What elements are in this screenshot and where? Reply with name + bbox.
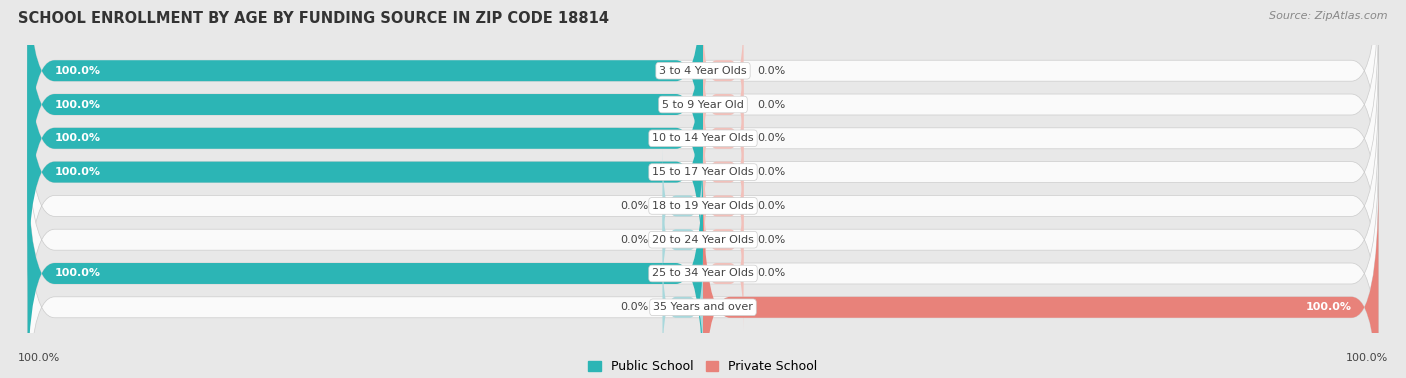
FancyBboxPatch shape [28, 149, 1378, 378]
FancyBboxPatch shape [662, 250, 703, 364]
Text: Source: ZipAtlas.com: Source: ZipAtlas.com [1270, 11, 1388, 21]
Text: 100.0%: 100.0% [55, 66, 101, 76]
Text: 15 to 17 Year Olds: 15 to 17 Year Olds [652, 167, 754, 177]
Text: 100.0%: 100.0% [18, 353, 60, 363]
FancyBboxPatch shape [662, 149, 703, 263]
FancyBboxPatch shape [28, 14, 1378, 263]
Text: 10 to 14 Year Olds: 10 to 14 Year Olds [652, 133, 754, 143]
Text: 100.0%: 100.0% [55, 167, 101, 177]
Legend: Public School, Private School: Public School, Private School [583, 355, 823, 378]
FancyBboxPatch shape [703, 183, 1378, 378]
FancyBboxPatch shape [703, 47, 744, 162]
FancyBboxPatch shape [28, 14, 703, 263]
Text: 25 to 34 Year Olds: 25 to 34 Year Olds [652, 268, 754, 279]
Text: 35 Years and over: 35 Years and over [652, 302, 754, 312]
Text: 0.0%: 0.0% [756, 235, 786, 245]
Text: 100.0%: 100.0% [55, 268, 101, 279]
FancyBboxPatch shape [28, 0, 1378, 195]
FancyBboxPatch shape [703, 81, 744, 195]
Text: 0.0%: 0.0% [620, 235, 650, 245]
Text: 100.0%: 100.0% [1305, 302, 1351, 312]
FancyBboxPatch shape [703, 115, 744, 229]
FancyBboxPatch shape [28, 81, 1378, 331]
Text: 0.0%: 0.0% [756, 66, 786, 76]
Text: 100.0%: 100.0% [55, 133, 101, 143]
FancyBboxPatch shape [28, 47, 703, 297]
FancyBboxPatch shape [28, 149, 703, 378]
Text: 0.0%: 0.0% [756, 167, 786, 177]
FancyBboxPatch shape [28, 47, 1378, 297]
Text: 100.0%: 100.0% [55, 99, 101, 110]
Text: 5 to 9 Year Old: 5 to 9 Year Old [662, 99, 744, 110]
FancyBboxPatch shape [703, 149, 744, 263]
Text: 3 to 4 Year Olds: 3 to 4 Year Olds [659, 66, 747, 76]
FancyBboxPatch shape [703, 183, 744, 297]
Text: 0.0%: 0.0% [756, 201, 786, 211]
FancyBboxPatch shape [28, 183, 1378, 378]
Text: 0.0%: 0.0% [756, 99, 786, 110]
FancyBboxPatch shape [28, 0, 703, 229]
FancyBboxPatch shape [662, 183, 703, 297]
Text: 20 to 24 Year Olds: 20 to 24 Year Olds [652, 235, 754, 245]
Text: SCHOOL ENROLLMENT BY AGE BY FUNDING SOURCE IN ZIP CODE 18814: SCHOOL ENROLLMENT BY AGE BY FUNDING SOUR… [18, 11, 609, 26]
Text: 100.0%: 100.0% [1346, 353, 1388, 363]
FancyBboxPatch shape [28, 0, 703, 195]
FancyBboxPatch shape [28, 0, 1378, 229]
Text: 0.0%: 0.0% [756, 133, 786, 143]
FancyBboxPatch shape [703, 14, 744, 128]
FancyBboxPatch shape [28, 115, 1378, 364]
Text: 0.0%: 0.0% [620, 302, 650, 312]
Text: 18 to 19 Year Olds: 18 to 19 Year Olds [652, 201, 754, 211]
Text: 0.0%: 0.0% [756, 268, 786, 279]
FancyBboxPatch shape [703, 216, 744, 331]
Text: 0.0%: 0.0% [620, 201, 650, 211]
